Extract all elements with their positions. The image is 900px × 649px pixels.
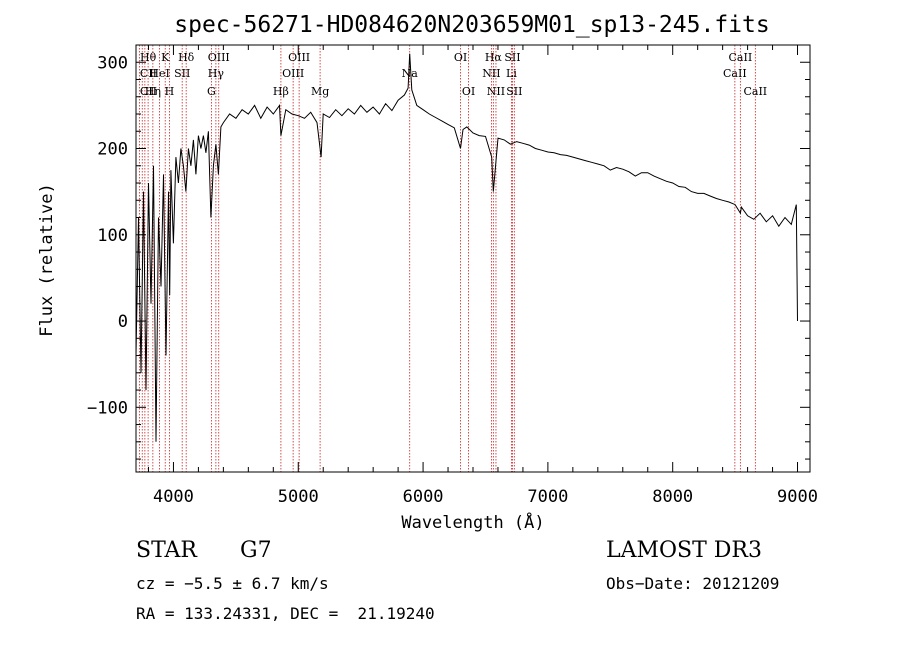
x-axis: 4000 5000 6000 7000 8000 9000 [147,45,818,507]
y-tick-label: 100 [97,226,128,246]
line-label: OIII [208,51,230,64]
line-label: Hδ [178,51,195,64]
line-label: Hα [485,51,503,64]
y-axis-label: Flux (relative) [37,183,57,337]
line-label: NII [482,67,500,80]
line-label: CaII [723,67,747,80]
line-label: Hη [145,85,161,98]
line-markers [138,45,756,472]
object-type: STAR [136,538,197,563]
y-tick-label: 200 [97,140,128,160]
line-label: OIII [282,67,304,80]
line-label: SII [506,85,522,98]
line-label: Hβ [273,85,289,98]
x-tick-label: 8000 [652,487,693,507]
chart-title: spec-56271-HD084620N203659M01_sp13-245.f… [174,12,769,38]
x-tick-label: 7000 [527,487,568,507]
x-tick-label: 6000 [403,487,444,507]
y-tick-label: 300 [97,53,128,73]
line-label: CII [140,67,157,80]
line-label: OIII [288,51,310,64]
line-labels: Hθ CII CII K HeI Hη Hδ SII H OIII Hγ G Hβ OIII OIII Mg N… [140,51,767,98]
line-label: K [161,51,170,64]
survey-name: LAMOST DR3 [606,538,762,563]
coordinates: RA = 133.24331, DEC = 21.19240 [136,604,435,623]
spectrum-line [135,53,798,442]
x-tick-label: 5000 [278,487,319,507]
line-label: OI [454,51,467,64]
line-label: CaII [729,51,753,64]
line-label: SII [504,51,520,64]
line-label: CII [140,85,157,98]
line-label: Na [402,67,419,80]
line-label: SII [174,67,190,80]
object-subclass: G7 [240,538,272,563]
line-label: G [207,85,216,98]
y-axis: −100 0 100 200 300 [87,53,810,460]
line-label: NII [487,85,505,98]
y-tick-label: −100 [87,398,128,418]
line-label: H [165,85,175,98]
line-label: Hθ [140,51,157,64]
line-label: Hγ [208,67,225,80]
observation-date: Obs−Date: 20121209 [606,574,780,593]
y-tick-label: 0 [118,312,128,332]
line-label: HeI [149,67,169,80]
redshift-cz: cz = −5.5 ± 6.7 km/s [136,574,329,593]
x-tick-label: 4000 [153,487,194,507]
line-label: Mg [311,85,329,98]
line-label: OI [462,85,475,98]
line-label: Li [506,67,517,80]
x-tick-label: 9000 [777,487,818,507]
plot-frame [135,44,811,473]
x-axis-label: Wavelength (Å) [401,511,544,533]
line-label: CaII [743,85,767,98]
